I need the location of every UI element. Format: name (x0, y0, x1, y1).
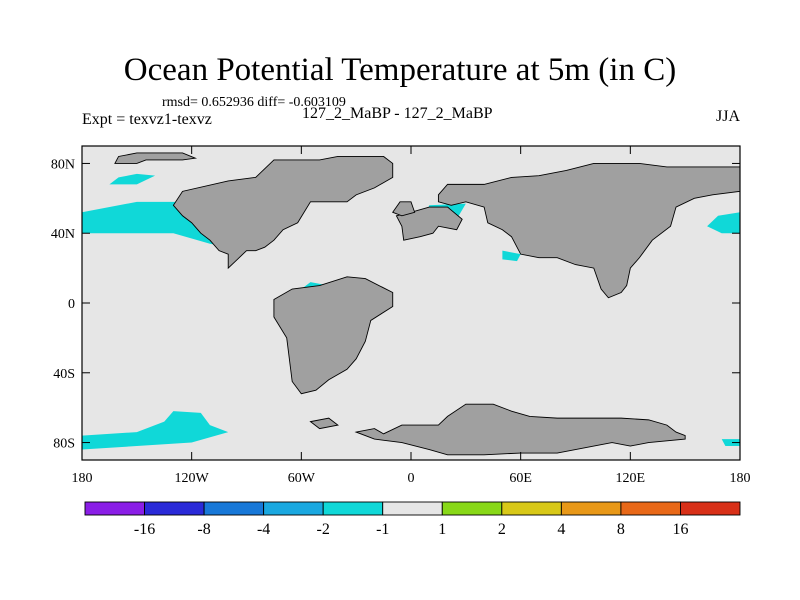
colorbar-swatch-2 (203, 501, 265, 516)
land-eurasia (437, 162, 741, 299)
axis-ticks: 180 120W 60W 0 60E 120E 180 80N 40N 0 40S 80S (51, 146, 751, 486)
y-tick-label-3: 40S (53, 367, 75, 382)
anomaly-region-7 (502, 250, 521, 262)
x-tick-label-5: 120E (616, 471, 646, 486)
colorbar-swatch-3 (263, 501, 324, 516)
x-tick-label-1: 120W (175, 471, 210, 486)
x-tick-label-6: 180 (730, 471, 751, 486)
land-south-america (273, 276, 394, 395)
land-layer (114, 152, 741, 456)
colorbar-label-3: -2 (317, 521, 330, 538)
chart-subtitle: 127_2_MaBP - 127_2_MaBP (302, 105, 493, 122)
x-tick-label-4: 60E (509, 471, 532, 486)
colorbar-swatch-5 (382, 501, 443, 516)
colorbar-swatch-6 (441, 501, 503, 516)
season-label: JJA (716, 108, 741, 125)
colorbar-label-2: -4 (257, 521, 270, 538)
land-antarctica (354, 403, 686, 456)
y-tick-label-4: 80S (53, 437, 75, 452)
anomaly-region-5 (707, 212, 740, 234)
y-tick-label-1: 40N (51, 227, 75, 242)
colorbar-label-8: 8 (617, 521, 625, 538)
colorbar-swatch-9 (620, 501, 681, 516)
land-europe (395, 206, 463, 241)
colorbar: -16 -8 -4 -2 -1 1 2 4 8 16 (84, 501, 741, 538)
colorbar-swatch-1 (144, 501, 205, 516)
x-tick-label-3: 0 (408, 471, 415, 486)
colorbar-swatch-4 (322, 501, 384, 516)
land-north-america (172, 156, 394, 270)
colorbar-swatch-8 (560, 501, 622, 516)
x-tick-label-0: 180 (72, 471, 93, 486)
anomaly-region-2 (82, 411, 229, 450)
land-west-antarctic-islands (309, 417, 339, 430)
experiment-label: Expt = texvz1-texvz (82, 111, 212, 128)
colorbar-swatch-0 (84, 501, 145, 516)
colorbar-swatch-7 (501, 501, 562, 516)
colorbar-label-7: 4 (557, 521, 565, 538)
colorbar-label-0: -16 (134, 521, 155, 538)
colorbar-label-9: 16 (672, 521, 688, 538)
y-tick-label-2: 0 (68, 297, 75, 312)
x-tick-label-2: 60W (288, 471, 316, 486)
colorbar-label-6: 2 (498, 521, 506, 538)
colorbar-swatch-10 (680, 501, 741, 516)
land-britain (392, 201, 416, 217)
land-arctic-island (114, 152, 198, 164)
rmsd-diff-stats: rmsd= 0.652936 diff= -0.603109 (162, 95, 346, 110)
colorbar-label-4: -1 (376, 521, 389, 538)
y-tick-label-0: 80N (51, 157, 75, 172)
colorbar-label-5: 1 (438, 521, 446, 538)
colorbar-label-1: -8 (197, 521, 210, 538)
anomaly-region-1 (109, 173, 156, 185)
chart-title: Ocean Potential Temperature at 5m (in C) (123, 52, 677, 88)
anomaly-region-6 (721, 439, 740, 447)
